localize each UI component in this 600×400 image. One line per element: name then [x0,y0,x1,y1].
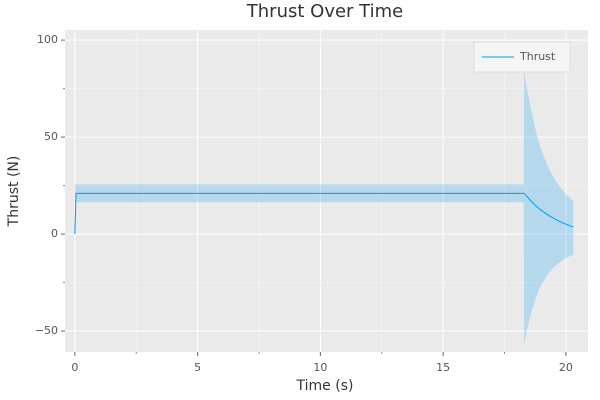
chart-title: Thrust Over Time [246,1,403,22]
y-axis-label: Thrust (N) [6,156,22,228]
x-axis-label: Time (s) [296,378,354,394]
x-tick-label: 0 [71,361,78,374]
line [74,192,574,235]
plot-area [65,30,588,352]
y-tick-label: 50 [44,130,58,143]
x-tick-label: 20 [559,361,573,374]
legend-label: Thrust [519,50,556,63]
x-tick-label: 15 [436,361,450,374]
y-tick-label: 0 [51,227,58,240]
y-tick-label: 100 [37,33,58,46]
x-tick-label: 10 [313,361,327,374]
y-tick-label: −50 [35,324,58,337]
x-tick-label: 5 [194,361,201,374]
